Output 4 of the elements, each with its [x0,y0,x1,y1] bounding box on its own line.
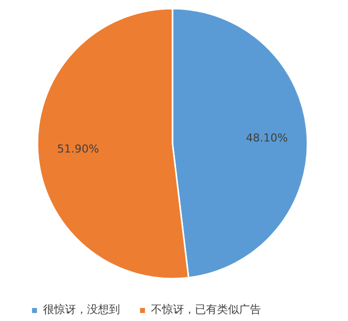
data-label: 48.10% [246,131,288,144]
data-label: 51.90% [57,142,100,156]
legend-label: 很惊讶，没想到 [43,302,120,317]
legend-label: 不惊讶，已有类似广告 [151,302,261,317]
